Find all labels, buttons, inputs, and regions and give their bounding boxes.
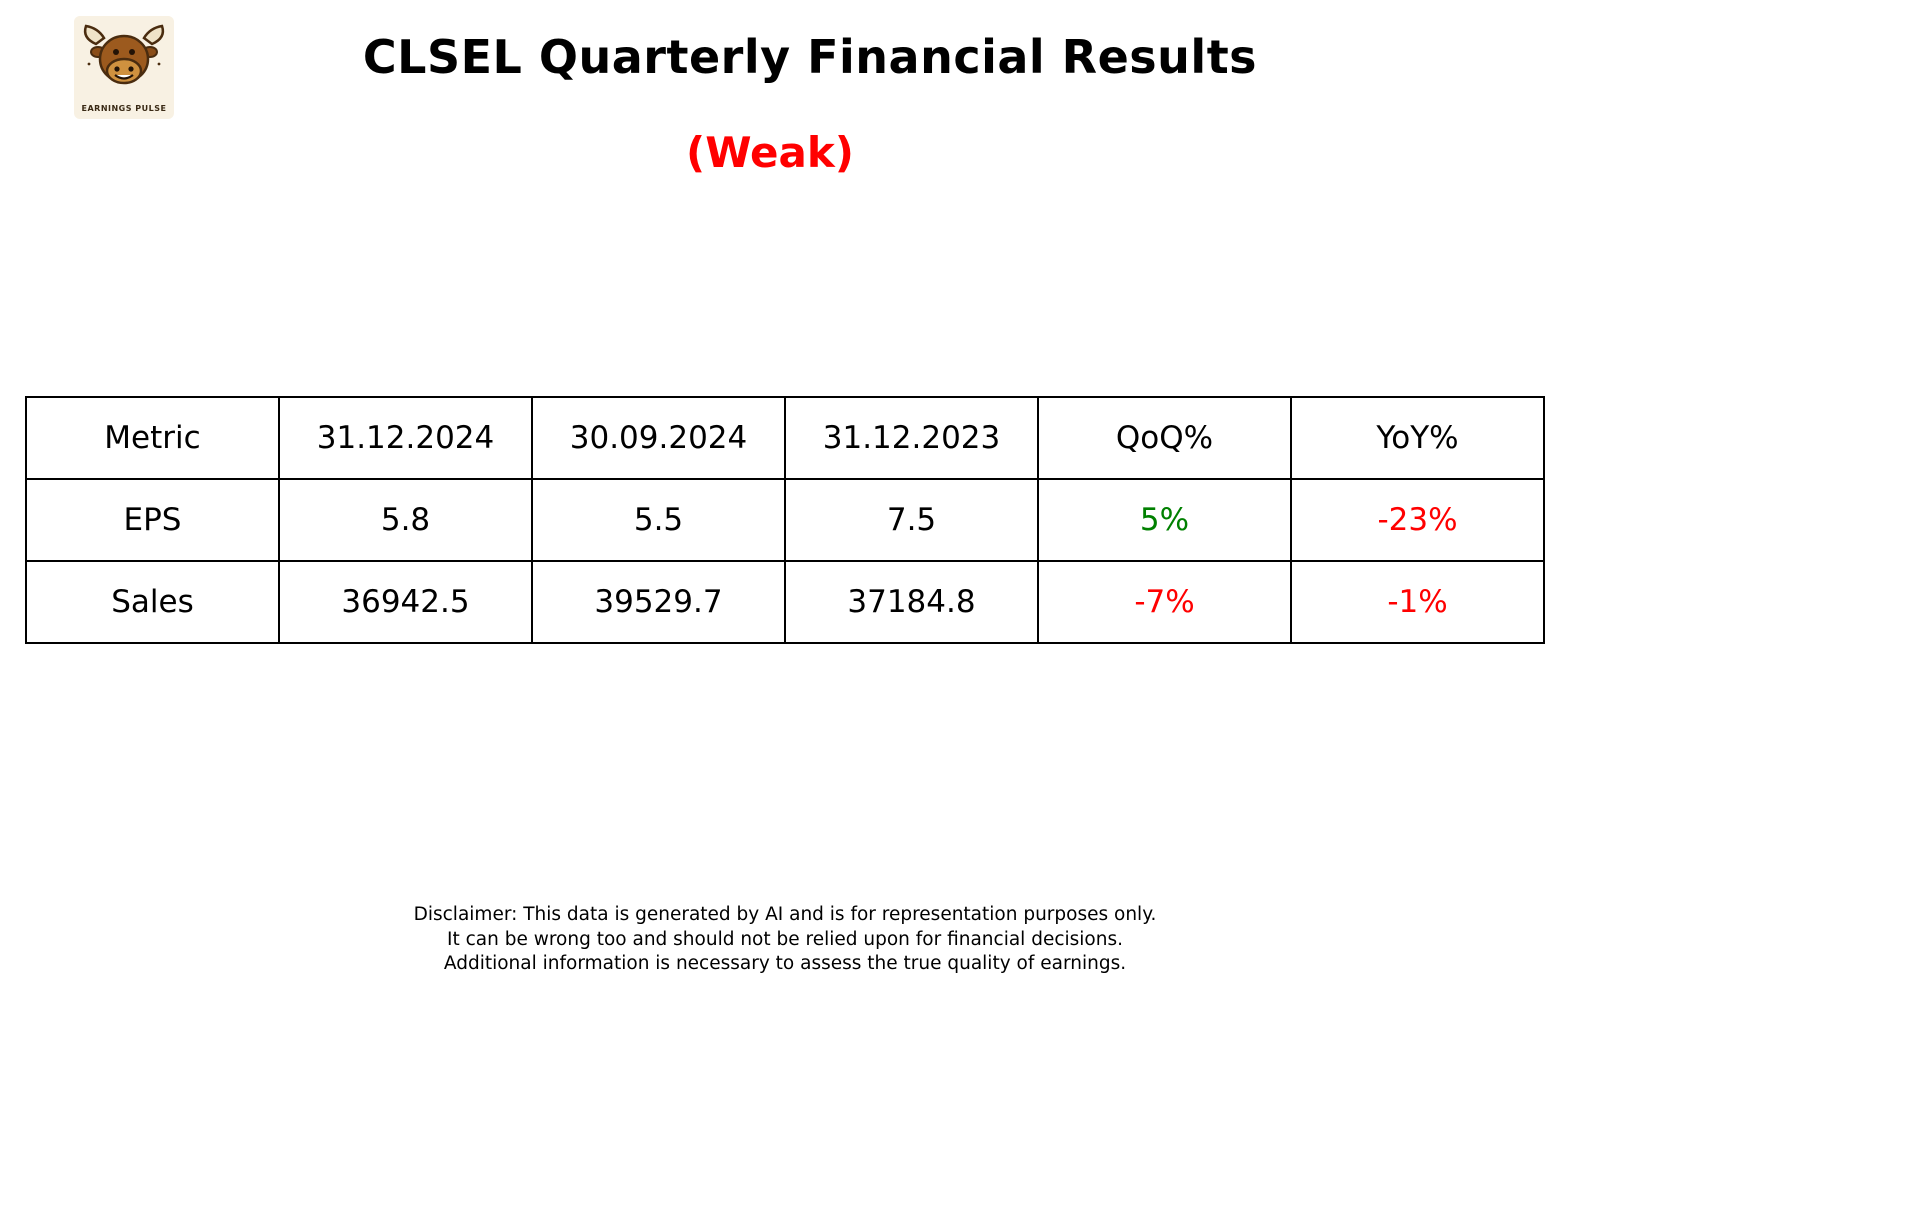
cell-eps-yearago: 7.5 <box>784 478 1039 562</box>
cell-sales-qoq: -7% <box>1037 560 1292 644</box>
column-header-q-yearago: 31.12.2023 <box>784 396 1039 480</box>
cell-sales-yoy: -1% <box>1290 560 1545 644</box>
cell-eps-qoq: 5% <box>1037 478 1292 562</box>
header-row: Metric 31.12.2024 30.09.2024 31.12.2023 … <box>25 396 1545 480</box>
column-header-metric: Metric <box>25 396 280 480</box>
cell-sales-previous: 39529.7 <box>531 560 786 644</box>
logo: EARNINGS PULSE <box>72 16 176 119</box>
table-row-eps: EPS 5.8 5.5 7.5 5% -23% <box>25 478 1545 562</box>
cell-sales-metric: Sales <box>25 560 280 644</box>
verdict-label: (Weak) <box>686 128 854 177</box>
disclaimer-line-1: Disclaimer: This data is generated by AI… <box>413 904 1157 925</box>
disclaimer-line-2: It can be wrong too and should not be re… <box>447 928 1123 950</box>
cell-eps-current: 5.8 <box>278 478 533 562</box>
column-header-yoy: YoY% <box>1290 396 1545 480</box>
bull-icon <box>74 16 174 102</box>
results-table: Metric 31.12.2024 30.09.2024 31.12.2023 … <box>25 396 1545 644</box>
cell-eps-metric: EPS <box>25 478 280 562</box>
cell-sales-current: 36942.5 <box>278 560 533 644</box>
table-body: EPS 5.8 5.5 7.5 5% -23% Sales 36942.5 39… <box>25 478 1545 644</box>
logo-caption: EARNINGS PULSE <box>74 102 174 119</box>
disclaimer: Disclaimer: This data is generated by AI… <box>0 903 1570 977</box>
table-row-sales: Sales 36942.5 39529.7 37184.8 -7% -1% <box>25 560 1545 644</box>
column-header-q-current: 31.12.2024 <box>278 396 533 480</box>
cell-sales-yearago: 37184.8 <box>784 560 1039 644</box>
column-header-q-previous: 30.09.2024 <box>531 396 786 480</box>
column-header-qoq: QoQ% <box>1037 396 1292 480</box>
cell-eps-yoy: -23% <box>1290 478 1545 562</box>
table-header: Metric 31.12.2024 30.09.2024 31.12.2023 … <box>25 396 1545 480</box>
disclaimer-line-3: Additional information is necessary to a… <box>443 953 1127 975</box>
cell-eps-previous: 5.5 <box>531 478 786 562</box>
page-title: CLSEL Quarterly Financial Results <box>362 30 1258 84</box>
